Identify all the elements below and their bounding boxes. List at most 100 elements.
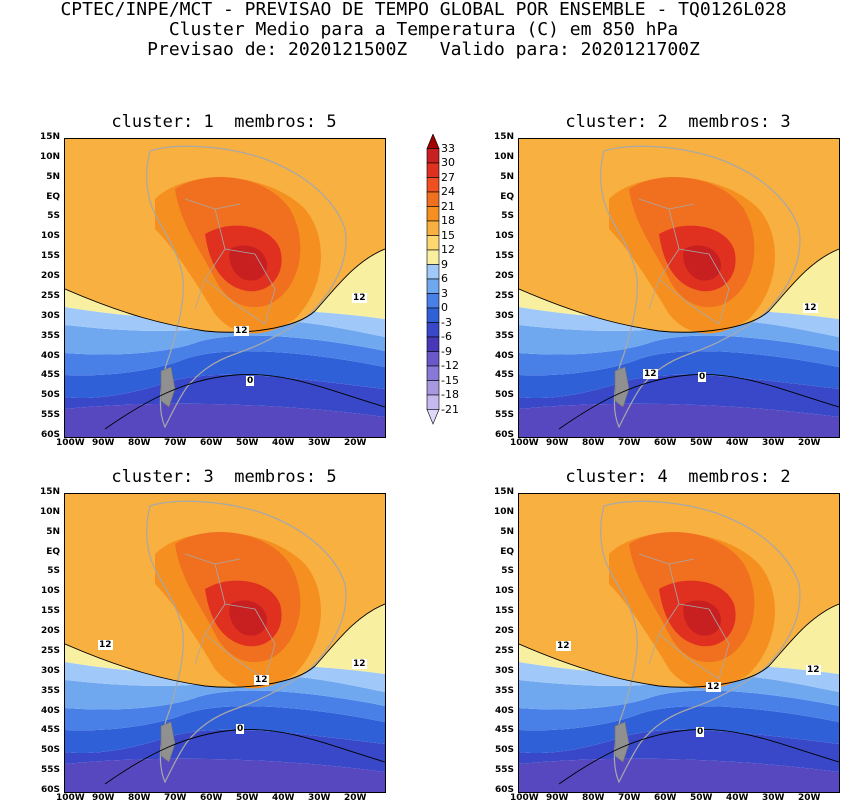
- map-panel: [518, 138, 840, 438]
- lon-tick-label: 60W: [200, 438, 223, 448]
- lat-tick-label: 55S: [494, 765, 514, 776]
- lat-tick-label: 35S: [494, 685, 514, 696]
- lat-tick-label: 15S: [494, 251, 514, 262]
- lat-tick-label: 40S: [494, 350, 514, 361]
- lat-tick-label: EQ: [500, 191, 514, 202]
- map-panel: [64, 138, 386, 438]
- map-panel: [64, 493, 386, 793]
- lon-tick-label: 50W: [690, 438, 713, 448]
- lat-tick-label: 15N: [493, 487, 514, 497]
- lat-tick-label: 50S: [494, 390, 514, 401]
- lat-tick-label: 55S: [40, 410, 60, 421]
- colorbar-level-label: 3: [441, 286, 448, 300]
- colorbar-swatch: [426, 191, 440, 207]
- lat-tick-label: 15S: [494, 606, 514, 617]
- lat-tick-label: 5N: [500, 171, 514, 182]
- colorbar-swatch: [426, 394, 440, 410]
- lat-tick-label: 35S: [494, 330, 514, 341]
- colorbar-level-label: 30: [441, 156, 455, 169]
- lon-tick-label: 40W: [726, 438, 749, 448]
- lat-tick-label: 20S: [494, 271, 514, 282]
- colorbar-svg: [426, 134, 440, 425]
- colorbar-level-label: -21: [441, 402, 459, 416]
- lat-tick-label: 40S: [494, 705, 514, 716]
- colorbar-swatch: [426, 351, 440, 367]
- lat-tick-label: 5N: [46, 526, 60, 537]
- colorbar-level-label: -3: [441, 315, 452, 329]
- lon-tick-label: 60W: [654, 793, 677, 803]
- colorbar-swatch: [426, 162, 440, 178]
- lon-tick-label: 100W: [510, 793, 539, 803]
- lat-tick-label: 60S: [494, 430, 514, 440]
- lon-tick-label: 30W: [762, 793, 785, 803]
- colorbar-level-label: 0: [441, 301, 448, 314]
- lon-tick-label: 80W: [128, 438, 151, 448]
- lon-tick-label: 100W: [56, 793, 85, 803]
- colorbar-swatch: [426, 365, 440, 381]
- contour-label: 12: [234, 326, 249, 336]
- lat-tick-label: 50S: [40, 390, 60, 401]
- lat-tick-label: 40S: [40, 705, 60, 716]
- lon-tick-label: 80W: [582, 438, 605, 448]
- colorbar-level-label: 15: [441, 228, 455, 242]
- colorbar-swatch: [426, 293, 440, 309]
- lon-tick-label: 60W: [200, 793, 223, 803]
- lat-tick-label: EQ: [500, 546, 514, 557]
- panel-title: cluster: 2 membros: 3: [565, 112, 791, 132]
- colorbar-level-label: 33: [441, 141, 455, 155]
- colorbar-swatch: [426, 322, 440, 338]
- colorbar-level-label: 12: [441, 243, 455, 256]
- lon-tick-label: 50W: [236, 438, 259, 448]
- contour-label: 0: [236, 724, 245, 734]
- lon-tick-label: 40W: [272, 793, 295, 803]
- lon-tick-label: 90W: [92, 438, 115, 448]
- lon-tick-label: 50W: [690, 793, 713, 803]
- contour-label: 12: [643, 369, 658, 379]
- lat-tick-label: 30S: [40, 665, 60, 676]
- lon-tick-label: 70W: [618, 793, 641, 803]
- contour-label: 0: [696, 727, 705, 737]
- lon-tick-label: 90W: [546, 438, 569, 448]
- lon-tick-label: 40W: [726, 793, 749, 803]
- colorbar-swatch: [426, 336, 440, 352]
- colorbar-level-label: 27: [441, 170, 455, 184]
- lat-tick-label: 60S: [40, 430, 60, 440]
- lat-tick-label: 15S: [40, 251, 60, 262]
- lat-tick-label: 40S: [40, 350, 60, 361]
- lon-tick-label: 80W: [128, 793, 151, 803]
- contour-label: 12: [556, 641, 571, 651]
- lat-tick-label: 60S: [40, 785, 60, 795]
- colorbar-level-label: 9: [441, 257, 448, 271]
- colorbar-level-label: 6: [441, 272, 448, 285]
- panel-title: cluster: 4 membros: 2: [565, 467, 791, 487]
- colorbar-level-label: 18: [441, 214, 455, 227]
- lat-tick-label: 55S: [40, 765, 60, 776]
- lon-tick-label: 90W: [92, 793, 115, 803]
- lat-tick-label: 25S: [40, 290, 60, 301]
- lon-tick-label: 100W: [510, 438, 539, 448]
- contour-label: 12: [98, 640, 113, 650]
- colorbar-level-label: -15: [441, 373, 459, 387]
- colorbar-level-label: -9: [441, 344, 452, 358]
- colorbar-swatch: [426, 206, 440, 222]
- lat-tick-label: 10S: [494, 586, 514, 597]
- lon-tick-label: 70W: [618, 438, 641, 448]
- panel-title: cluster: 3 membros: 5: [111, 467, 337, 487]
- lat-tick-label: 45S: [40, 370, 60, 381]
- lat-tick-label: 15S: [40, 606, 60, 617]
- lat-tick-label: 5S: [501, 566, 514, 577]
- colorbar-swatch: [426, 220, 440, 236]
- lat-tick-label: EQ: [46, 546, 60, 557]
- lat-tick-label: 5N: [46, 171, 60, 182]
- lat-tick-label: 10S: [40, 231, 60, 242]
- lat-tick-label: 5S: [47, 211, 60, 222]
- lat-tick-label: 30S: [494, 665, 514, 676]
- colorbar-swatch: [426, 278, 440, 294]
- lat-tick-label: 45S: [494, 725, 514, 736]
- lon-tick-label: 40W: [272, 438, 295, 448]
- lat-tick-label: 55S: [494, 410, 514, 421]
- lat-tick-label: 30S: [40, 310, 60, 321]
- colorbar-top-arrow: [426, 134, 440, 149]
- lon-tick-label: 20W: [798, 793, 821, 803]
- colorbar-swatch: [426, 307, 440, 323]
